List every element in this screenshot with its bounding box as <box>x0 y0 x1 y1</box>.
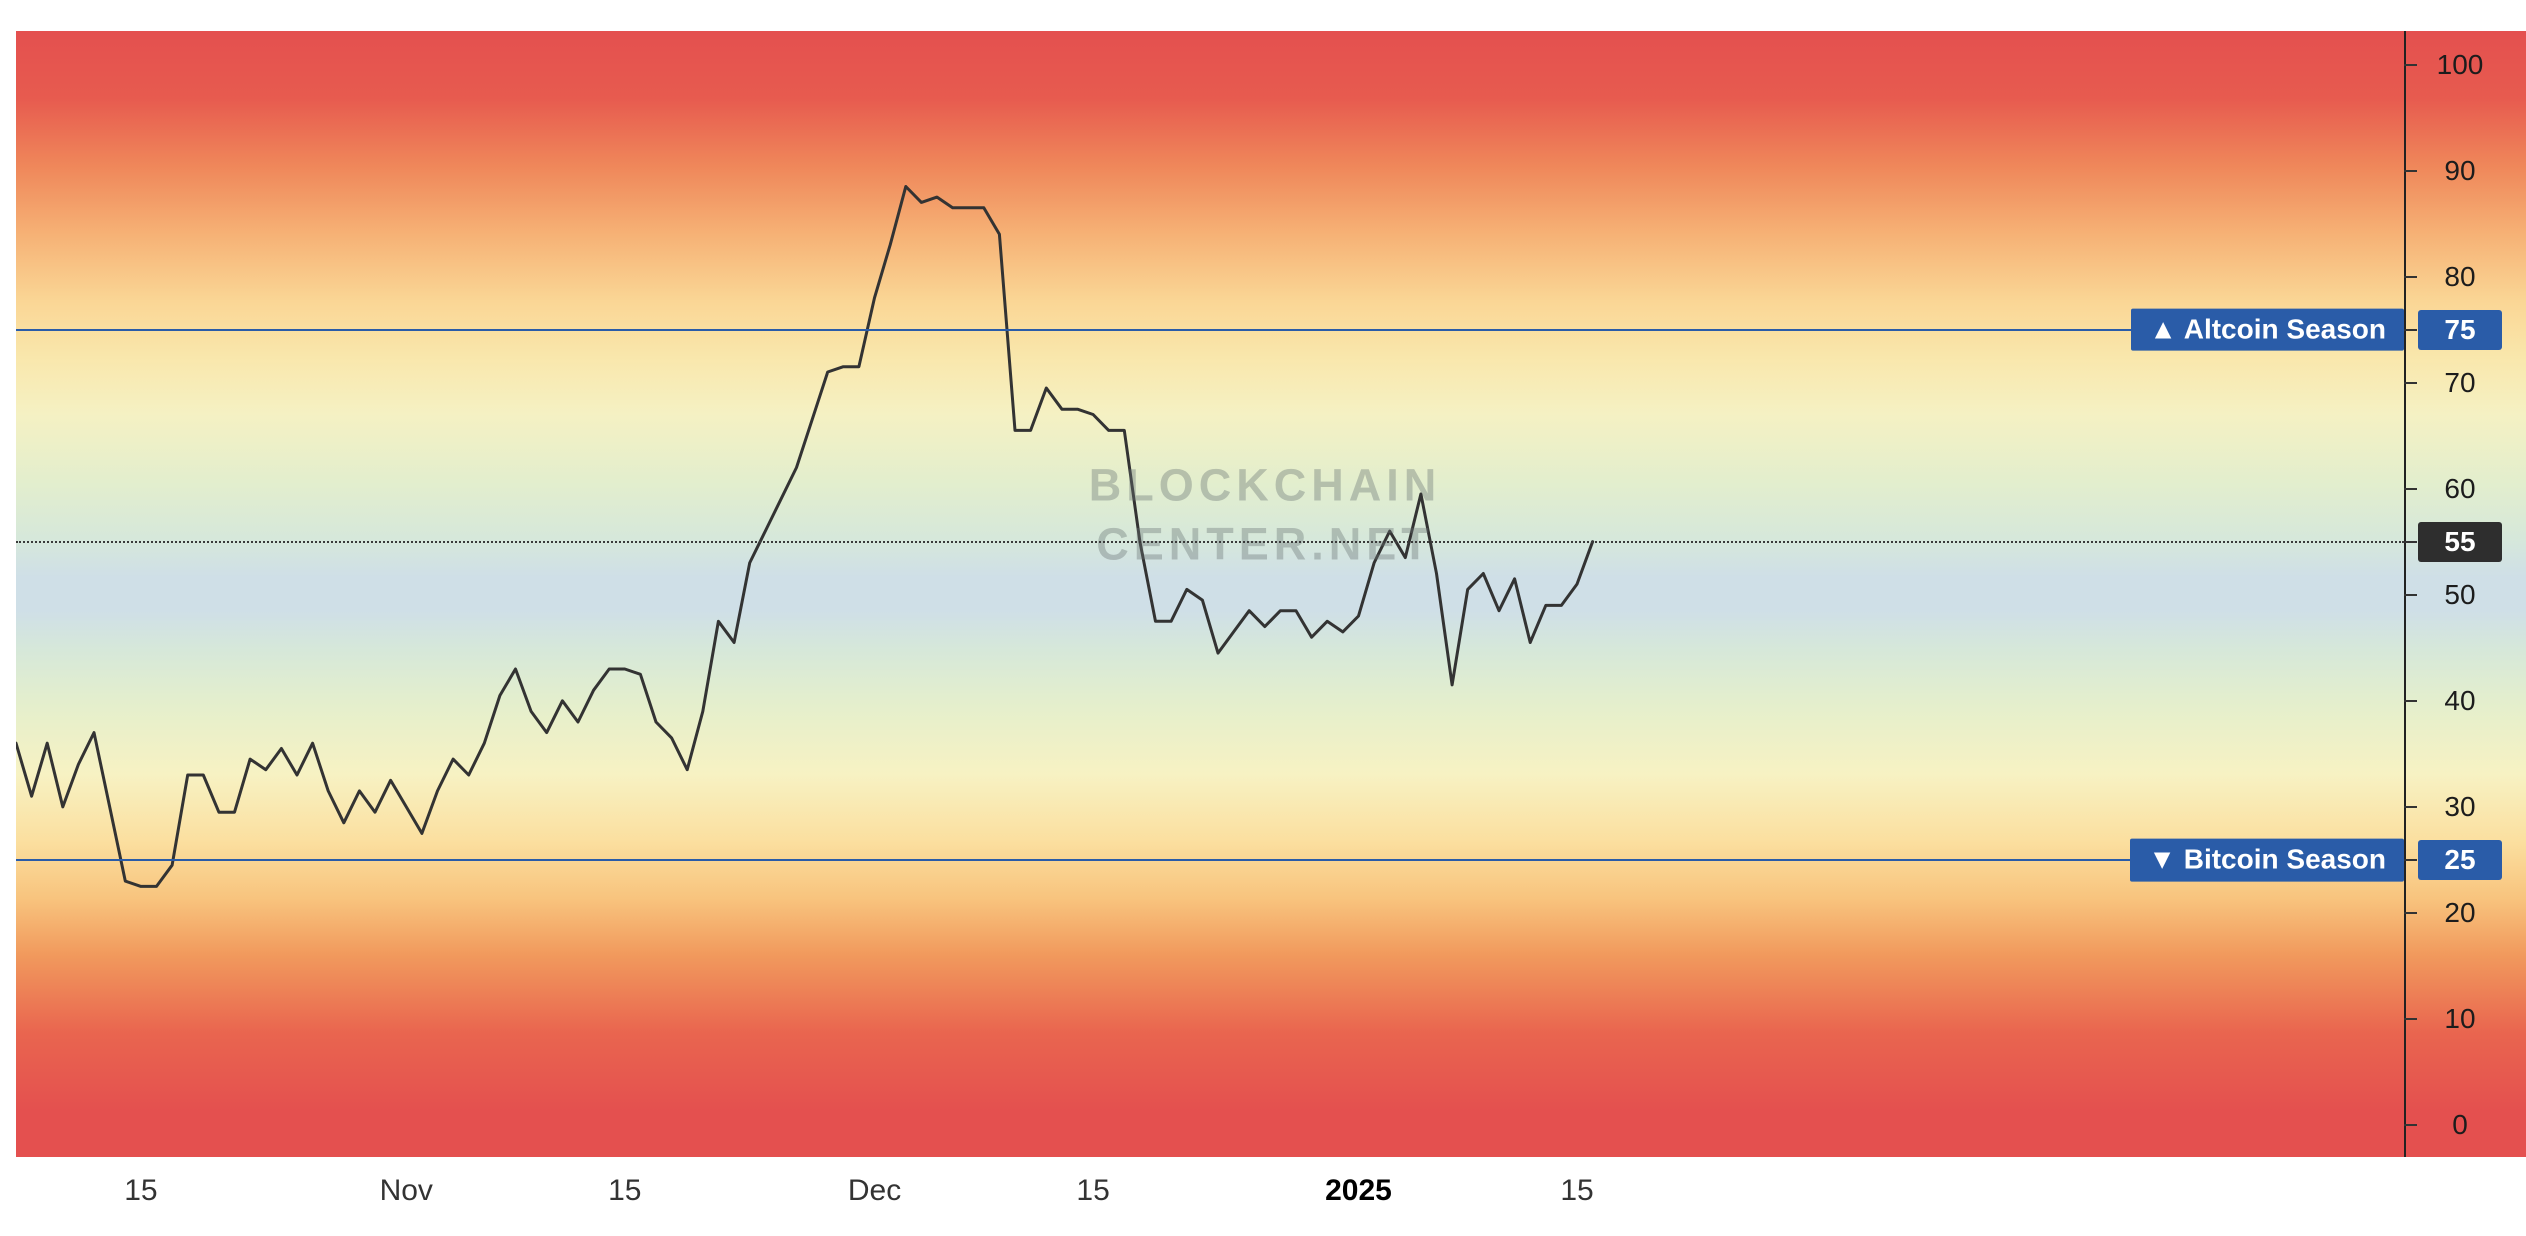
y-axis-tick-label: 20 <box>2444 896 2476 928</box>
y-axis-tick-mark <box>2404 328 2417 331</box>
y-axis-tick-mark <box>2404 487 2417 490</box>
bitcoin-season-label: ▼ Bitcoin Season <box>2130 838 2404 882</box>
current-value-axis-badge: 55 <box>2418 521 2502 562</box>
y-axis-tick-label: 80 <box>2444 260 2476 292</box>
bitcoin-season-axis-badge: 25 <box>2418 839 2502 880</box>
altcoin-season-label: ▲ Altcoin Season <box>2131 308 2404 352</box>
chart-plot-area[interactable]: BLOCKCHAIN CENTER.NET ▲ Altcoin Season ▼… <box>16 31 2526 1157</box>
altcoin-season-axis-badge: 75 <box>2418 309 2502 350</box>
x-axis-tick-label: 15 <box>1076 1174 1110 1207</box>
y-axis-tick-mark <box>2404 911 2417 914</box>
y-axis-tick-mark <box>2404 858 2417 861</box>
y-axis-tick-label: 70 <box>2444 366 2476 398</box>
y-axis-tick-label: 30 <box>2444 790 2476 822</box>
y-axis-tick-label: 0 <box>2452 1109 2468 1140</box>
y-axis-tick-label: 50 <box>2444 578 2476 610</box>
y-axis-tick-mark <box>2404 381 2417 384</box>
y-axis-tick-label: 40 <box>2444 684 2476 716</box>
bitcoin-season-threshold-line <box>16 858 2404 861</box>
y-axis-tick-label: 100 <box>2436 48 2484 80</box>
x-axis-tick-label: 15 <box>608 1174 642 1207</box>
current-value-line <box>16 540 2404 543</box>
index-line <box>16 185 1595 888</box>
y-axis-tick-mark <box>2404 593 2417 596</box>
x-axis-tick-label: 2025 <box>1325 1174 1392 1207</box>
y-axis-tick-label: 90 <box>2444 154 2476 186</box>
y-axis-tick-mark <box>2404 169 2417 172</box>
y-axis-tick-mark <box>2404 275 2417 278</box>
y-axis-tick-mark <box>2404 1017 2417 1020</box>
y-axis-tick-mark <box>2404 805 2417 808</box>
x-axis: 15 Nov 15 Dec 15 2025 15 <box>16 1168 2526 1228</box>
altcoin-season-threshold-line <box>16 328 2404 331</box>
y-axis-tick-label: 60 <box>2444 472 2476 504</box>
y-axis-tick-mark <box>2404 699 2417 702</box>
y-axis-tick-mark <box>2404 1124 2417 1126</box>
y-axis-tick-mark <box>2404 63 2417 66</box>
x-axis-tick-label: Nov <box>379 1174 433 1207</box>
index-line-canvas <box>16 185 1595 888</box>
x-axis-tick-label: 15 <box>1560 1174 1594 1207</box>
y-axis-tick-mark <box>2404 540 2417 543</box>
x-axis-tick-label: 15 <box>124 1174 158 1207</box>
x-axis-tick-label: Dec <box>847 1174 902 1207</box>
y-axis-tick-label: 10 <box>2444 1002 2476 1034</box>
